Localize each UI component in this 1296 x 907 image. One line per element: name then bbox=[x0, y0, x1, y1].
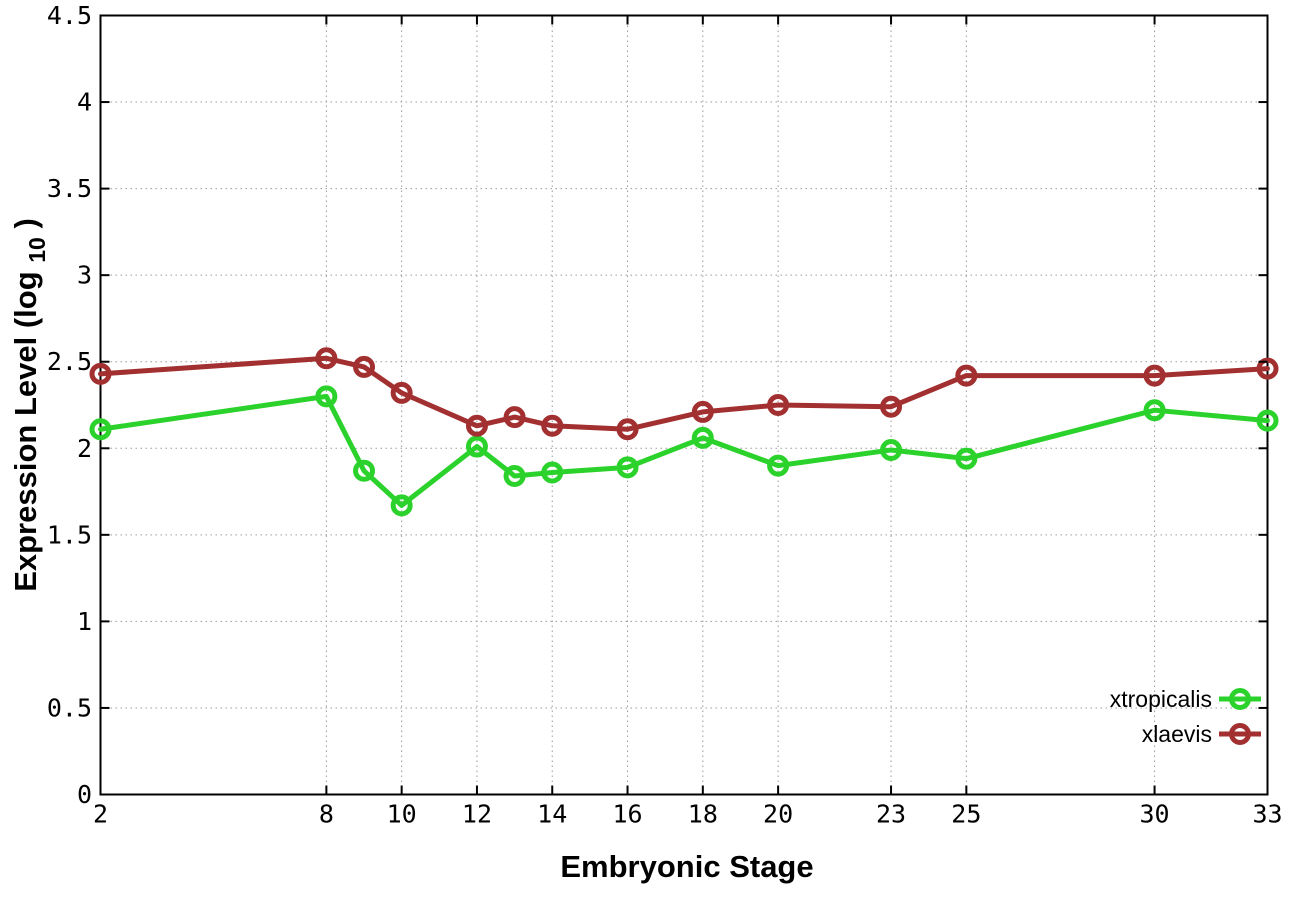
x-axis-title: Embryonic Stage bbox=[560, 849, 813, 884]
y-tick-label: 0 bbox=[77, 780, 92, 809]
y-axis-title: Expression Level (log 10 ) bbox=[8, 218, 52, 592]
data-point-xtropicalis bbox=[691, 426, 714, 449]
x-tick-label: 25 bbox=[951, 800, 981, 829]
data-point-xtropicalis bbox=[390, 494, 413, 517]
series-layer bbox=[89, 347, 1279, 517]
data-point-xtropicalis bbox=[503, 464, 526, 487]
data-point-xlaevis bbox=[390, 381, 413, 404]
data-point-xlaevis bbox=[616, 418, 639, 441]
data-point-xtropicalis bbox=[616, 456, 639, 479]
tick-label-layer: 2 8 10 12 14 16 18 20 23 25 30 33 0 0.5 1 1.5 2 2.5 3 3.5 4 4… bbox=[47, 1, 1283, 829]
x-tick-label: 16 bbox=[612, 800, 642, 829]
data-point-xtropicalis bbox=[465, 435, 488, 458]
data-point-xtropicalis bbox=[955, 447, 978, 470]
y-axis-title-subscript: 10 bbox=[24, 237, 50, 263]
x-tick-label: 12 bbox=[462, 800, 492, 829]
data-point-xlaevis bbox=[691, 400, 714, 423]
y-tick-label: 2 bbox=[77, 434, 92, 463]
data-point-xlaevis bbox=[1256, 357, 1279, 380]
legend-label-xlaevis: xlaevis bbox=[1142, 721, 1212, 747]
data-point-xtropicalis bbox=[880, 439, 903, 462]
data-point-xtropicalis bbox=[1143, 399, 1166, 422]
legend-marker-xtropicalis bbox=[1229, 688, 1251, 710]
data-point-xlaevis bbox=[315, 347, 338, 370]
data-point-xlaevis bbox=[880, 395, 903, 418]
x-tick-label: 18 bbox=[688, 800, 718, 829]
data-point-xlaevis bbox=[541, 414, 564, 437]
plot-border bbox=[99, 14, 1269, 796]
x-tick-label: 2 bbox=[93, 800, 108, 829]
y-tick-label: 1 bbox=[77, 607, 92, 636]
series-line-xlaevis bbox=[98, 355, 1270, 432]
x-tick-label: 20 bbox=[763, 800, 793, 829]
data-point-xlaevis bbox=[353, 355, 376, 378]
data-point-xlaevis bbox=[503, 406, 526, 429]
tick-layer bbox=[99, 14, 1269, 796]
series-line-xtropicalis bbox=[98, 393, 1270, 508]
data-point-xlaevis bbox=[1143, 364, 1166, 387]
y-tick-label: 3.5 bbox=[47, 174, 92, 203]
x-tick-label: 30 bbox=[1140, 800, 1170, 829]
data-point-xtropicalis bbox=[89, 418, 112, 441]
data-point-xlaevis bbox=[465, 414, 488, 437]
data-point-xtropicalis bbox=[1256, 409, 1279, 432]
data-point-xlaevis bbox=[955, 364, 978, 387]
x-tick-label: 33 bbox=[1252, 800, 1282, 829]
y-tick-label: 3 bbox=[77, 261, 92, 290]
data-point-xtropicalis bbox=[541, 461, 564, 484]
y-tick-label: 0.5 bbox=[47, 693, 92, 722]
data-point-xtropicalis bbox=[767, 454, 790, 477]
y-tick-label: 2.5 bbox=[47, 347, 92, 376]
x-tick-label: 8 bbox=[319, 800, 334, 829]
y-tick-label: 4.5 bbox=[47, 1, 92, 30]
x-tick-label: 10 bbox=[387, 800, 417, 829]
x-tick-label: 14 bbox=[537, 800, 567, 829]
y-tick-label: 1.5 bbox=[47, 520, 92, 549]
legend-layer: xtropicalis xlaevis bbox=[1110, 686, 1261, 747]
data-point-xtropicalis bbox=[315, 385, 338, 408]
data-point-xlaevis bbox=[767, 394, 790, 416]
data-point-xlaevis bbox=[89, 362, 112, 385]
x-tick-label: 23 bbox=[876, 800, 906, 829]
y-axis-title-close: ) bbox=[8, 218, 43, 228]
y-tick-label: 4 bbox=[77, 88, 92, 117]
legend-marker-xlaevis bbox=[1229, 723, 1251, 745]
legend-label-xtropicalis: xtropicalis bbox=[1110, 686, 1212, 712]
plot-border-layer bbox=[99, 14, 1269, 796]
y-axis-title-main: Expression Level (log bbox=[8, 271, 43, 591]
data-point-xtropicalis bbox=[353, 459, 376, 482]
